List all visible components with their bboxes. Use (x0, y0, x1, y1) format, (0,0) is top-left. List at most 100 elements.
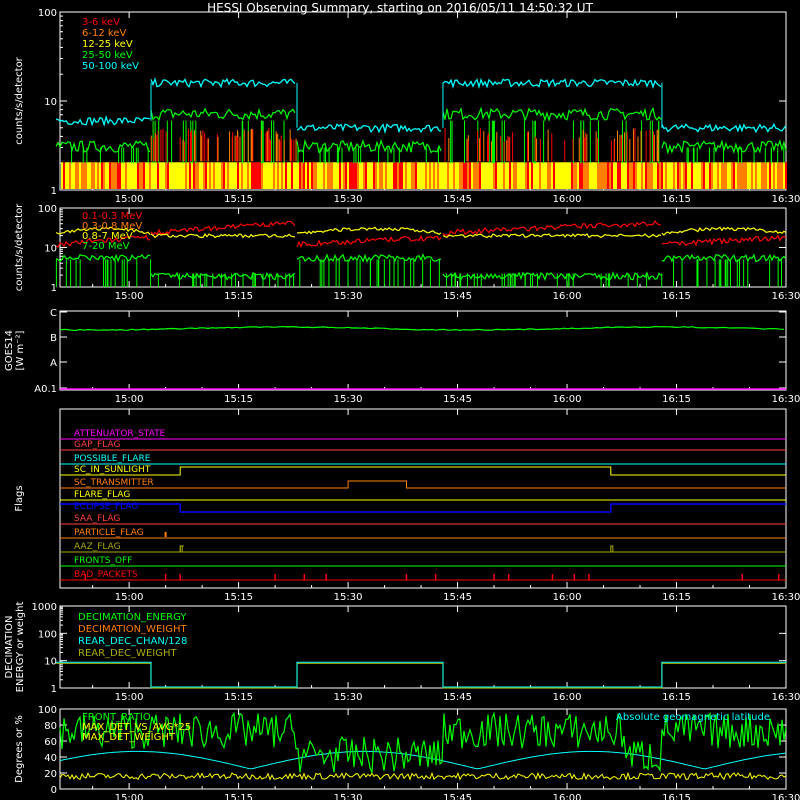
p1-band-strip (465, 162, 467, 189)
p1-band-strip (621, 162, 623, 189)
p1-band-strip (479, 162, 481, 189)
p6-ytick-label: 40 (44, 753, 57, 764)
p5-series-rear-dec-chan (56, 661, 786, 688)
p1-band-strip (777, 162, 779, 189)
p3-ytick-label: B (50, 333, 57, 344)
p1-band-strip (89, 162, 91, 189)
p1-legend-1: 6-12 keV (82, 28, 126, 39)
p1-band-strip (297, 162, 299, 189)
p1-band-strip (443, 162, 445, 189)
p1-band-strip (703, 162, 705, 189)
p1-band-strip (675, 162, 677, 189)
p1-band-strip (317, 162, 319, 189)
p1-band-strip (603, 162, 605, 189)
p1-band-strip (111, 162, 113, 189)
p1-series-50-100 (296, 123, 442, 135)
p1-band-strip (717, 162, 719, 189)
p1-band-strip (305, 162, 307, 189)
p1-band-strip (473, 162, 475, 189)
p1-band-strip (79, 162, 81, 189)
p1-band-strip (739, 162, 741, 189)
p1-band-strip (627, 162, 629, 189)
p5-legend-0: DECIMATION_ENERGY (78, 612, 187, 623)
p1-band-strip (335, 162, 337, 189)
p1-band-strip (271, 162, 273, 189)
p1-band-strip (315, 162, 317, 189)
p1-band-strip (403, 162, 405, 189)
p1-band-strip (721, 162, 723, 189)
p1-band-strip (137, 162, 139, 189)
p4-xtick-label: 15:30 (334, 592, 363, 603)
p1-band-strip (87, 162, 89, 189)
p1-band-strip (237, 162, 239, 189)
p1-band-strip (639, 162, 641, 189)
p1-band-strip (725, 162, 727, 189)
p1-xtick-label: 16:00 (553, 194, 582, 205)
p1-band-strip (223, 162, 225, 189)
p1-band-strip (413, 162, 415, 189)
p1-band-strip (211, 162, 213, 189)
p1-band-strip (71, 162, 73, 189)
p1-band-strip (597, 162, 599, 189)
p1-band-strip (385, 162, 387, 189)
p1-band-strip (169, 162, 171, 189)
p1-band-strip (669, 162, 671, 189)
p1-band-strip (133, 162, 135, 189)
p1-band-strip (661, 162, 663, 189)
p6-xtick-label: 16:30 (772, 793, 800, 800)
p1-band-strip (433, 162, 435, 189)
p1-band-strip (663, 162, 665, 189)
p1-band-strip (225, 162, 227, 189)
p1-band-strip (601, 162, 603, 189)
p1-band-strip (303, 162, 305, 189)
p1-band-strip (93, 162, 95, 189)
p1-band-strip (755, 162, 757, 189)
p1-band-strip (63, 162, 65, 189)
p3-ylabel2: [W m⁻²] (15, 330, 26, 370)
p1-band-strip (549, 162, 551, 189)
p6-frame (59, 708, 787, 790)
p1-band-strip (95, 162, 97, 189)
p1-band-strip (235, 162, 237, 189)
p1-band-strip (301, 162, 303, 189)
p1-band-strip (709, 162, 711, 189)
p5-xtick-label: 15:45 (443, 692, 472, 703)
p1-band-strip (325, 162, 327, 189)
p1-band-strip (207, 162, 209, 189)
p1-band-strip (687, 162, 689, 189)
p3-ylabel: GOES14 (4, 330, 15, 371)
p1-band-strip (723, 162, 725, 189)
p1-band-strip (333, 162, 335, 189)
p1-band-strip (635, 162, 637, 189)
p1-band-strip (363, 162, 365, 189)
p1-band-strip (575, 162, 577, 189)
p1-band-strip (399, 162, 401, 189)
p1-band-strip (765, 162, 767, 189)
p1-band-strip (515, 162, 517, 189)
p1-band-strip (85, 162, 87, 189)
p1-band-strip (285, 162, 287, 189)
p1-band-strip (129, 162, 131, 189)
p1-band-strip (581, 162, 583, 189)
p1-band-strip (343, 162, 345, 189)
p1-band-strip (471, 162, 473, 189)
p1-band-strip (487, 162, 489, 189)
p1-band-strip (279, 162, 281, 189)
p6-legend-3: Absolute geomagnetic latitude (616, 712, 770, 723)
p1-band-strip (633, 162, 635, 189)
p1-band-strip (163, 162, 165, 189)
p1-band-strip (411, 162, 413, 189)
p5-xtick-label: 15:15 (224, 692, 253, 703)
p1-band-strip (251, 162, 253, 189)
p1-band-strip (177, 162, 179, 189)
p1-band-strip (631, 162, 633, 189)
p2-series-0.1-0.3 (661, 234, 787, 247)
p1-legend-3: 25-50 keV (82, 50, 133, 61)
p1-band-strip (455, 162, 457, 189)
p1-band-strip (101, 162, 103, 189)
p1-band-strip (191, 162, 193, 189)
p1-band-strip (83, 162, 85, 189)
p1-band-strip (615, 162, 617, 189)
p1-band-strip (671, 162, 673, 189)
p2-ytick-label: 1 (51, 283, 57, 294)
